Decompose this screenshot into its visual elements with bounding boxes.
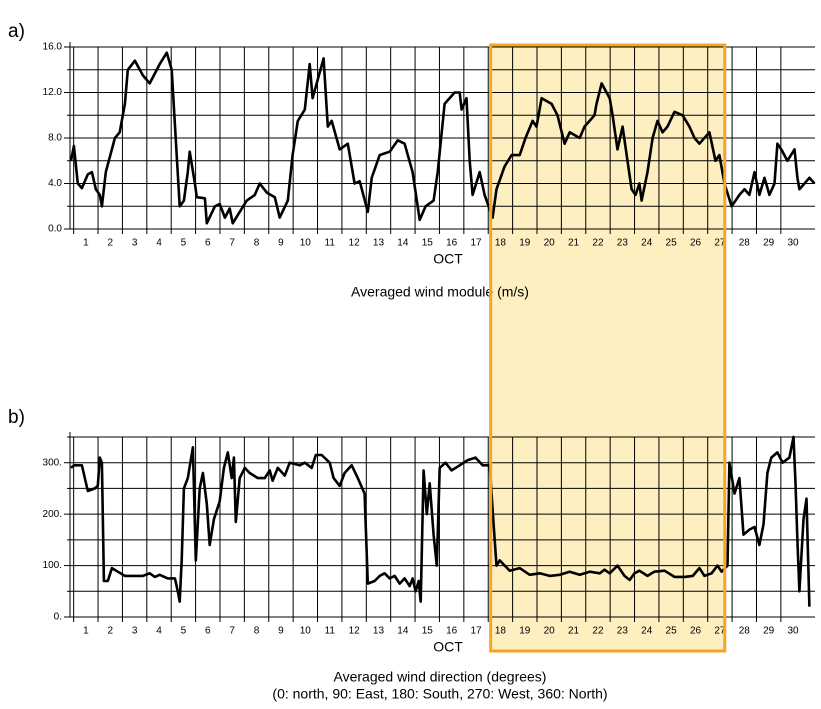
x-tick-label: 18 [495, 626, 507, 637]
highlight-fill [490, 45, 725, 651]
x-tick-label: 29 [763, 626, 775, 637]
x-tick-label: 27 [714, 626, 726, 637]
x-tick-label: 14 [397, 238, 409, 249]
x-tick-label: 7 [229, 626, 235, 637]
x-tick-label: 9 [278, 238, 284, 249]
x-tick-label: 17 [470, 626, 482, 637]
x-tick-label: 20 [544, 238, 556, 249]
x-tick-label: 22 [592, 238, 604, 249]
x-tick-label: 15 [422, 626, 434, 637]
chart-title: Averaged wind module (m/s) [351, 284, 529, 300]
x-tick-label: 27 [714, 238, 726, 249]
x-tick-label: 28 [739, 626, 751, 637]
x-tick-label: 19 [519, 626, 531, 637]
x-tick-label: 1 [83, 626, 89, 637]
x-tick-label: 4 [156, 626, 162, 637]
x-tick-label: 22 [592, 626, 604, 637]
y-tick-label: 4.0 [48, 178, 62, 189]
x-tick-label: 12 [349, 238, 361, 249]
x-tick-label: 30 [787, 238, 799, 249]
y-tick-label: 100. [43, 560, 62, 571]
x-tick-label: 15 [422, 238, 434, 249]
y-tick-label: 16.0 [43, 42, 63, 53]
x-tick-label: 2 [107, 238, 113, 249]
x-tick-label: 16 [446, 238, 458, 249]
x-tick-label: 26 [690, 626, 702, 637]
x-tick-label: 24 [641, 238, 653, 249]
x-axis-label: OCT [433, 639, 463, 655]
x-tick-label: 19 [519, 238, 531, 249]
x-tick-label: 30 [787, 626, 799, 637]
x-tick-label: 2 [107, 626, 113, 637]
x-tick-label: 10 [300, 626, 312, 637]
y-tick-label: 300. [43, 457, 62, 468]
y-tick-label: 0.0 [48, 224, 62, 235]
panel-label: b) [8, 407, 25, 428]
x-tick-label: 16 [446, 626, 458, 637]
x-tick-label: 26 [690, 238, 702, 249]
x-tick-label: 6 [205, 238, 211, 249]
x-axis-label: OCT [433, 251, 463, 267]
x-tick-label: 12 [349, 626, 361, 637]
x-tick-label: 7 [229, 238, 235, 249]
x-tick-label: 18 [495, 238, 507, 249]
x-tick-label: 9 [278, 626, 284, 637]
x-tick-label: 25 [666, 626, 678, 637]
x-tick-label: 5 [181, 626, 187, 637]
highlight-border [489, 43, 727, 653]
data-line [69, 51, 816, 225]
x-tick-label: 13 [373, 238, 385, 249]
x-tick-label: 3 [132, 626, 138, 637]
x-tick-label: 23 [617, 626, 629, 637]
x-tick-label: 20 [544, 626, 556, 637]
data-line [70, 435, 811, 607]
x-tick-label: 25 [666, 238, 678, 249]
x-tick-label: 21 [568, 626, 580, 637]
x-tick-label: 17 [470, 238, 482, 249]
x-tick-label: 28 [739, 238, 751, 249]
y-tick-label: 200. [43, 509, 62, 520]
x-tick-label: 8 [254, 626, 260, 637]
x-tick-label: 8 [254, 238, 260, 249]
x-tick-label: 29 [763, 238, 775, 249]
x-tick-label: 13 [373, 626, 385, 637]
x-tick-label: 14 [397, 626, 409, 637]
x-tick-label: 10 [300, 238, 312, 249]
x-tick-label: 1 [83, 238, 89, 249]
x-tick-label: 4 [156, 238, 162, 249]
x-tick-label: 24 [641, 626, 653, 637]
x-tick-label: 11 [325, 626, 336, 637]
x-tick-label: 3 [132, 238, 138, 249]
x-tick-label: 11 [325, 238, 336, 249]
y-tick-label: 8.0 [48, 133, 62, 144]
x-tick-label: 5 [181, 238, 187, 249]
chart-subtitle: (0: north, 90: East, 180: South, 270: We… [272, 686, 607, 702]
y-tick-label: 12.0 [43, 87, 63, 98]
chart-title: Averaged wind direction (degrees) [334, 669, 547, 685]
x-tick-label: 23 [617, 238, 629, 249]
panel-label: a) [8, 21, 25, 42]
x-tick-label: 21 [568, 238, 580, 249]
y-tick-label: 0. [54, 612, 62, 623]
x-tick-label: 6 [205, 626, 211, 637]
panel: b)0.100.200.300.1 2 3 4 5 6 7 8 9 10 11 12 13 14 15 16 1… [8, 407, 815, 702]
